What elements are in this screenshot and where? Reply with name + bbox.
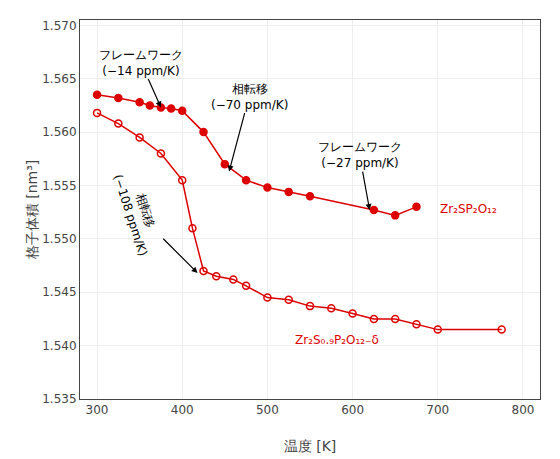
svg-text:1.560: 1.560 [42,125,76,139]
svg-text:1.570: 1.570 [42,19,76,33]
svg-text:600: 600 [341,403,364,417]
svg-text:Zr₂SP₂O₁₂: Zr₂SP₂O₁₂ [440,202,497,216]
svg-text:相転移(−108 ppm/K): 相転移(−108 ppm/K) [111,168,165,258]
svg-text:相転移(−70 ppm/K): 相転移(−70 ppm/K) [211,82,288,112]
svg-text:500: 500 [256,403,279,417]
svg-text:400: 400 [171,403,194,417]
svg-text:1.535: 1.535 [42,392,76,406]
svg-text:格子体積 [nm³]: 格子体積 [nm³] [24,160,40,261]
svg-text:300: 300 [86,403,109,417]
svg-text:1.550: 1.550 [42,232,76,246]
svg-text:1.540: 1.540 [42,339,76,353]
svg-text:Zr₂S₀.₉P₂O₁₂₋δ: Zr₂S₀.₉P₂O₁₂₋δ [295,333,379,347]
svg-text:1.545: 1.545 [42,285,76,299]
svg-text:1.565: 1.565 [42,72,76,86]
svg-text:800: 800 [512,403,535,417]
svg-text:1.555: 1.555 [42,179,76,193]
svg-text:温度 [K]: 温度 [K] [284,438,337,454]
svg-text:フレームワーク(−14 ppm/K): フレームワーク(−14 ppm/K) [99,48,183,78]
svg-text:フレームワーク(−27 ppm/K): フレームワーク(−27 ppm/K) [318,140,402,170]
svg-text:700: 700 [426,403,449,417]
